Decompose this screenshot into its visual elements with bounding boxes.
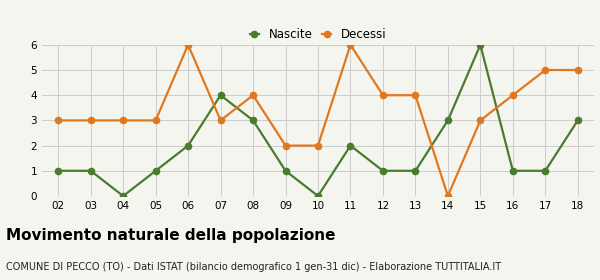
Decessi <box>250 94 257 97</box>
Decessi <box>55 119 62 122</box>
Decessi <box>217 119 224 122</box>
Nascite <box>55 169 62 172</box>
Nascite <box>542 169 549 172</box>
Decessi <box>347 43 354 46</box>
Nascite <box>119 194 127 198</box>
Nascite <box>379 169 386 172</box>
Decessi <box>412 94 419 97</box>
Decessi <box>87 119 94 122</box>
Decessi <box>444 194 451 198</box>
Line: Nascite: Nascite <box>55 42 581 199</box>
Legend: Nascite, Decessi: Nascite, Decessi <box>245 24 391 46</box>
Decessi <box>282 144 289 147</box>
Nascite <box>185 144 192 147</box>
Decessi <box>574 68 581 72</box>
Decessi <box>152 119 159 122</box>
Nascite <box>444 119 451 122</box>
Nascite <box>509 169 517 172</box>
Text: Movimento naturale della popolazione: Movimento naturale della popolazione <box>6 228 335 243</box>
Decessi <box>542 68 549 72</box>
Nascite <box>250 119 257 122</box>
Decessi <box>379 94 386 97</box>
Nascite <box>314 194 322 198</box>
Decessi <box>185 43 192 46</box>
Decessi <box>119 119 127 122</box>
Nascite <box>574 119 581 122</box>
Nascite <box>217 94 224 97</box>
Decessi <box>314 144 322 147</box>
Nascite <box>347 144 354 147</box>
Line: Decessi: Decessi <box>55 42 581 199</box>
Nascite <box>412 169 419 172</box>
Nascite <box>477 43 484 46</box>
Nascite <box>152 169 159 172</box>
Text: COMUNE DI PECCO (TO) - Dati ISTAT (bilancio demografico 1 gen-31 dic) - Elaboraz: COMUNE DI PECCO (TO) - Dati ISTAT (bilan… <box>6 262 501 272</box>
Nascite <box>87 169 94 172</box>
Decessi <box>477 119 484 122</box>
Decessi <box>509 94 517 97</box>
Nascite <box>282 169 289 172</box>
